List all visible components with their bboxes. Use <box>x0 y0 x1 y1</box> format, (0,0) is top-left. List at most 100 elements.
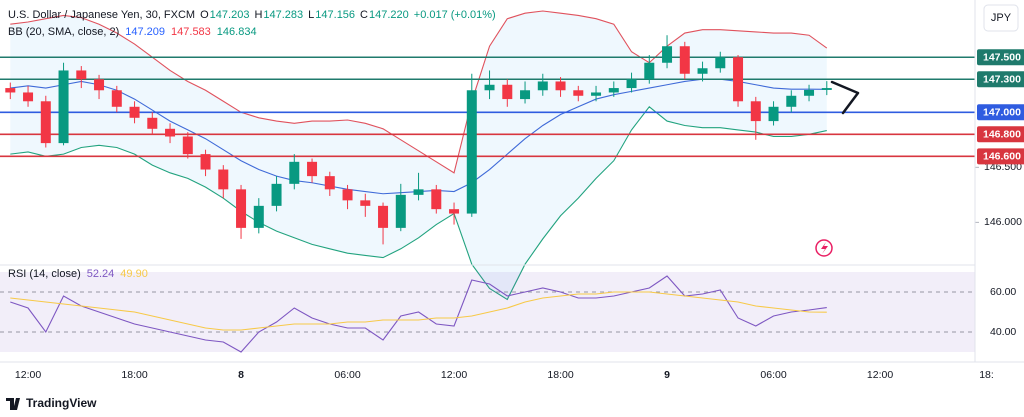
rsi-tick-label: 40.00 <box>990 326 1016 338</box>
candle-body <box>626 79 637 89</box>
candle-body <box>40 101 51 144</box>
candle-body <box>591 92 602 96</box>
bb-line <box>10 106 827 301</box>
candle-body <box>484 84 495 91</box>
candle-body <box>431 189 442 210</box>
level-tag <box>977 126 1024 143</box>
x-tick-label: 12:00 <box>867 369 893 381</box>
candle-body <box>733 57 744 102</box>
level-tag-label: 147.500 <box>983 52 1021 64</box>
candle-body <box>342 189 353 201</box>
change-value: +0.017 (+0.01%) <box>414 9 496 21</box>
candle-body <box>555 81 566 91</box>
candle-body <box>821 88 832 90</box>
x-tick-label: 12:00 <box>441 369 467 381</box>
candle-body <box>200 154 211 170</box>
logo: TradingView <box>6 396 97 410</box>
y-tick-label: 146.000 <box>984 216 1022 228</box>
bb-value: 147.583 <box>171 26 211 38</box>
bb-label: BB (20, SMA, close, 2) <box>8 26 119 38</box>
candle-body <box>324 176 335 190</box>
candle-body <box>76 70 87 80</box>
symbol-title: U.S. Dollar / Japanese Yen, 30, FXCM <box>8 9 195 21</box>
ohlc-value: 147.156 <box>315 9 355 21</box>
rsi-label: RSI (14, close) <box>8 268 81 280</box>
rsi-line <box>10 291 827 331</box>
ohlc-key: O <box>200 9 209 21</box>
event-icon-bolt <box>821 242 828 254</box>
level-tag <box>977 49 1024 66</box>
candle-body <box>58 70 69 144</box>
candle-body <box>502 84 513 100</box>
x-tick-label: 06:00 <box>334 369 360 381</box>
level-tag <box>977 104 1024 121</box>
candle-body <box>413 189 424 195</box>
candle-body <box>608 88 619 93</box>
x-tick-label: 9 <box>664 369 670 381</box>
brand: TradingView <box>26 396 97 410</box>
drawn-arrow <box>830 80 860 115</box>
bb-value: 147.209 <box>125 26 165 38</box>
currency-label: JPY <box>991 12 1012 24</box>
level-tag-label: 147.000 <box>983 107 1021 119</box>
level-tag <box>977 148 1024 165</box>
candle-body <box>449 209 460 214</box>
ohlc-value: 147.220 <box>369 9 409 21</box>
candle-body <box>307 161 318 177</box>
candle-body <box>804 89 815 96</box>
candle-body <box>466 90 477 214</box>
candle-body <box>520 90 531 100</box>
rsi-tick-label: 60.00 <box>990 286 1016 298</box>
candle-body <box>165 128 176 137</box>
x-tick-label: 18:00 <box>121 369 147 381</box>
level-tag-label: 147.300 <box>983 74 1021 86</box>
candle-body <box>395 194 406 228</box>
candle-body <box>644 62 655 80</box>
candle-body <box>360 200 371 206</box>
candle-body <box>662 46 673 63</box>
candle-body <box>289 161 300 184</box>
candle-body <box>218 169 229 190</box>
candle-body <box>147 117 158 129</box>
candle-body <box>750 101 761 122</box>
rsi-line <box>10 275 827 353</box>
candle-body <box>378 205 389 228</box>
x-tick-label: 8 <box>238 369 244 381</box>
rsi-value: 52.24 <box>87 268 115 280</box>
candle-body <box>253 205 264 228</box>
ohlc-key: L <box>308 9 314 21</box>
x-tick-label: 18:00 <box>547 369 573 381</box>
x-tick-label: 18: <box>979 369 994 381</box>
x-tick-label: 06:00 <box>760 369 786 381</box>
candle-body <box>768 106 779 122</box>
ohlc-value: 147.203 <box>210 9 250 21</box>
currency-button[interactable] <box>983 4 1019 32</box>
candle-body <box>715 57 726 69</box>
rsi-pane: 60.00 40.00 <box>0 272 1016 353</box>
candle-body <box>271 183 282 206</box>
candle-body <box>5 88 16 93</box>
candle-body <box>111 90 122 107</box>
candle-body <box>23 92 34 102</box>
candle-body <box>129 106 140 118</box>
level-tag-label: 146.600 <box>983 151 1021 163</box>
price-pane: 146.500146.000147.500147.300147.000146.8… <box>0 10 1024 301</box>
candle-body <box>697 68 708 74</box>
candle-body <box>786 95 797 107</box>
bb-line <box>10 10 828 174</box>
candle-body <box>679 46 690 74</box>
candle-body <box>573 90 584 96</box>
ohlc-key: C <box>360 9 368 21</box>
candle-body <box>182 136 193 155</box>
ohlc-value: 147.283 <box>263 9 303 21</box>
level-tag-label: 146.800 <box>983 129 1021 141</box>
candle-body <box>236 189 247 228</box>
bb-fill <box>10 11 827 300</box>
x-tick-label: 12:00 <box>15 369 41 381</box>
level-tag <box>977 71 1024 88</box>
rsi-value: 49.90 <box>120 268 148 280</box>
logo-mark <box>6 398 20 410</box>
